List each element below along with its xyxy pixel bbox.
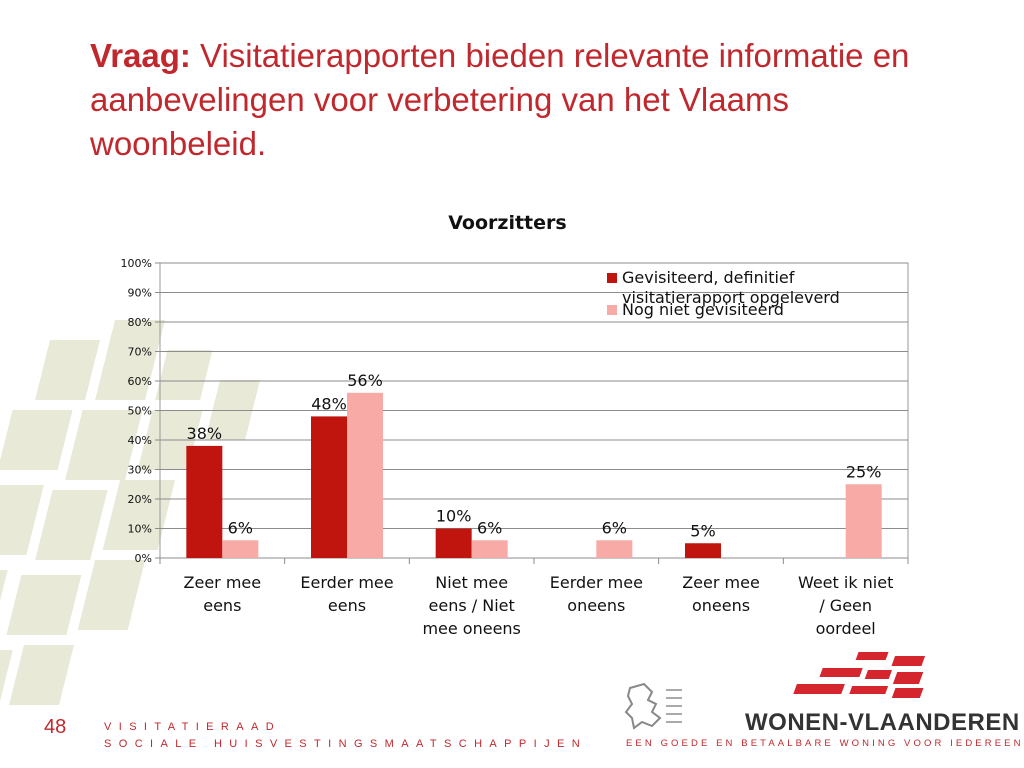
title-question-text: Visitatierapporten bieden relevante info… [90,37,910,162]
footer-organisation: VISITATIERAAD SOCIALE HUISVESTINGSMAATSC… [104,719,587,753]
flemish-lion-icon [624,682,682,730]
x-tick-label: Zeer mee eens [184,573,262,615]
x-tick-label: Eerder mee oneens [550,573,643,615]
y-tick-label: 90% [128,287,152,300]
data-label: 6% [228,518,253,537]
chart-legend: Gevisiteerd, definitief visitatierapport… [607,268,867,320]
y-tick-label: 70% [128,346,152,359]
y-tick-label: 10% [128,523,152,536]
data-label: 5% [690,521,715,540]
bar [222,540,259,558]
x-tick-label: Eerder mee eens [300,573,393,615]
title-question-label: Vraag: [90,37,191,74]
y-tick-label: 40% [128,434,152,447]
bar [311,416,347,558]
bar [347,392,383,558]
data-label: 38% [187,424,223,443]
page-number: 48 [44,716,67,738]
data-label: 6% [477,518,502,537]
data-label: 6% [602,518,627,537]
legend-item-nog-niet: Nog niet gevisiteerd [607,300,867,320]
legend-item-gevisiteerd: Gevisiteerd, definitief visitatierapport… [607,268,867,308]
x-tick-label: Weet ik niet / Geen oordeel [798,573,893,638]
y-tick-label: 20% [128,493,152,506]
y-tick-label: 50% [128,405,152,418]
data-label: 56% [347,371,383,390]
slide-title: Vraag: Visitatierapporten bieden relevan… [90,34,970,166]
wonen-vlaanderen-logo-icon [793,652,926,698]
legend-swatch-nog-niet [607,305,617,315]
x-tick-label: Niet mee eens / Niet mee oneens [422,573,520,638]
data-label: 48% [311,394,347,413]
legend-label-nog-niet: Nog niet gevisiteerd [622,300,784,319]
data-label: 25% [846,462,882,481]
bar [186,445,223,558]
data-label: 10% [436,507,472,526]
chart-title: Voorzitters [448,212,567,234]
y-tick-label: 0% [135,552,152,565]
bar [471,540,508,558]
legend-swatch-gevisiteerd [607,273,617,283]
footer-line-2: SOCIALE HUISVESTINGSMAATSCHAPPIJEN [104,738,588,750]
bar [435,528,472,558]
y-tick-label: 100% [121,257,152,270]
bar [596,540,633,558]
x-tick-label: Zeer mee oneens [682,573,760,615]
bar [845,484,882,558]
legend-label-gevisiteerd: Gevisiteerd, definitief visitatierapport… [622,268,840,307]
y-tick-label: 30% [128,464,152,477]
footer-line-1: VISITATIERAAD [104,721,282,733]
brand-name: WONEN-VLAANDEREN [745,709,1020,736]
y-tick-label: 60% [128,375,152,388]
bar [685,543,721,558]
y-tick-label: 80% [128,316,152,329]
brand-tagline: EEN GOEDE EN BETAALBARE WONING VOOR IEDE… [626,738,1024,749]
